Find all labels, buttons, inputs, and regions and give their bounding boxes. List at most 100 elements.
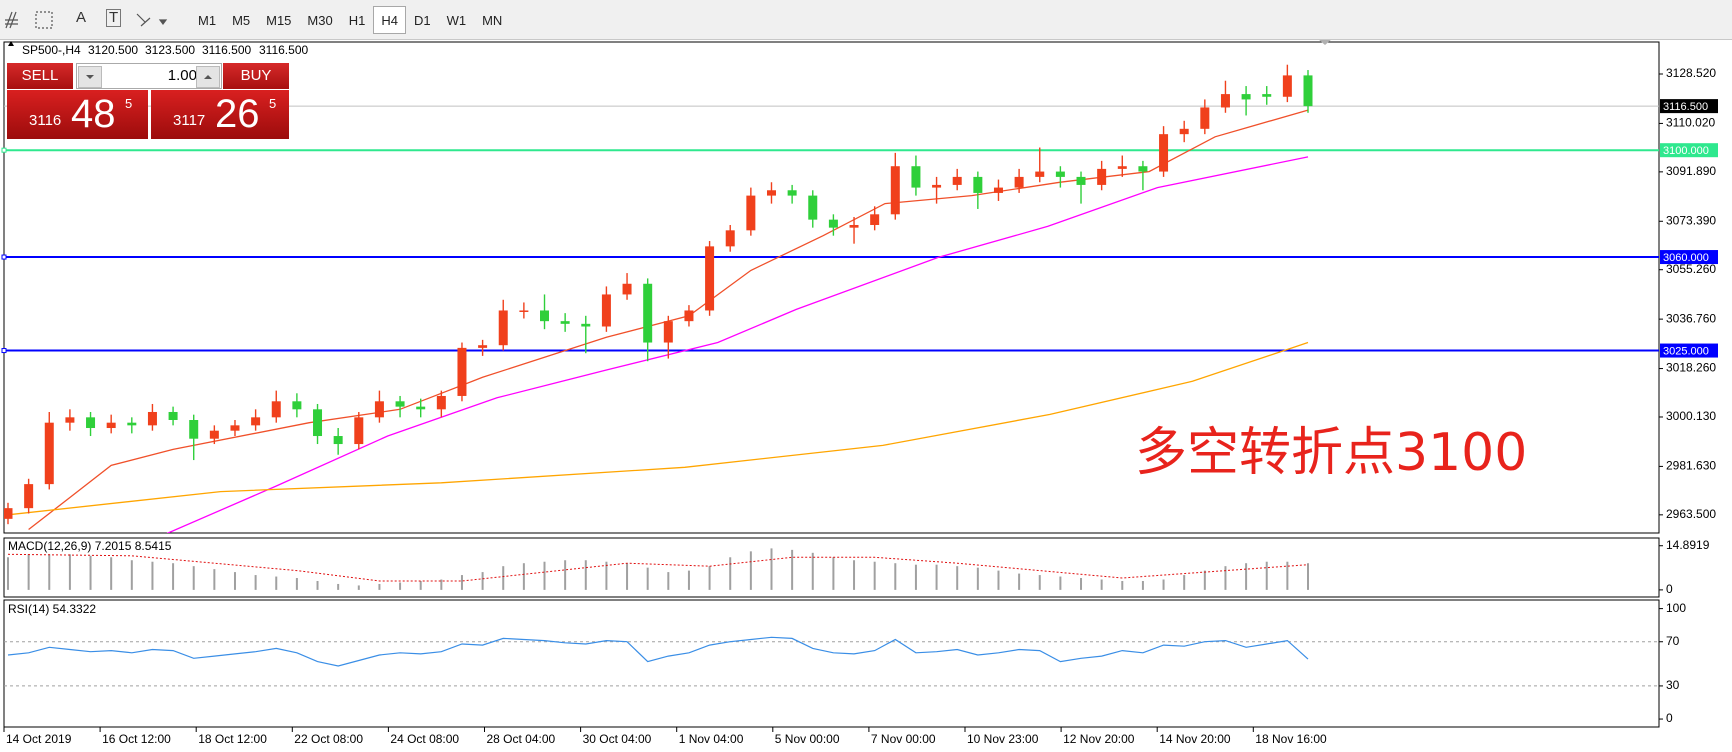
line-handle: [1, 348, 7, 354]
timeframe-button[interactable]: H4: [373, 6, 406, 34]
y-tick-label: 2981.630: [1666, 459, 1716, 473]
candle-body: [44, 422, 54, 485]
x-tick-label: 16 Oct 12:00: [102, 732, 171, 746]
candle-body: [787, 190, 797, 196]
timeframes: M1 M5 M15 M30 H1 H4 D1 W1 MN: [190, 6, 510, 34]
symbol-title: SP500-,H4: [22, 43, 81, 57]
timeframe-button[interactable]: M15: [266, 13, 292, 28]
ask-main: 26: [215, 92, 260, 136]
timeframe-button[interactable]: M1: [198, 13, 217, 28]
y-tick-label: 3018.260: [1666, 361, 1716, 375]
candle-body: [86, 417, 96, 429]
candle-body: [932, 184, 942, 188]
candle-body: [519, 310, 529, 312]
candle-body: [1220, 94, 1230, 108]
y-tick-label: 3091.890: [1666, 164, 1716, 178]
rsi-line: [7, 636, 1309, 667]
collapse-arrow: [8, 41, 14, 46]
timeframe-button[interactable]: M5: [232, 13, 251, 28]
y-tick-label: 14.8919: [1666, 538, 1710, 552]
sell-button[interactable]: SELL: [7, 63, 73, 89]
volume-down[interactable]: [78, 66, 102, 88]
price-label: 3025.000: [1663, 345, 1709, 357]
candle-body: [993, 187, 1003, 193]
candle-body: [271, 401, 281, 418]
candle-body: [4, 508, 13, 519]
header-value: 3116.500: [259, 43, 308, 57]
candle-body: [1014, 176, 1024, 188]
candle-body: [106, 422, 116, 429]
shift-marker: [1319, 40, 1331, 45]
candle-body: [436, 395, 446, 410]
x-tick-label: 12 Nov 20:00: [1063, 732, 1135, 746]
timeframe-button[interactable]: H1: [348, 13, 366, 28]
y-tick-label: 2963.500: [1666, 507, 1716, 521]
volume-up[interactable]: [196, 66, 220, 88]
candle-body: [498, 310, 508, 346]
x-tick-label: 28 Oct 04:00: [487, 732, 556, 746]
candle-body: [478, 345, 488, 348]
y-tick-label: 30: [1666, 678, 1680, 692]
current-price-box: [1660, 99, 1718, 114]
candle-body: [127, 422, 137, 426]
toolbar-icons: [5, 11, 168, 29]
candle-body: [1117, 166, 1127, 169]
candle-body: [1303, 75, 1313, 107]
tool-text[interactable]: A: [76, 9, 87, 26]
bid-small: 5: [125, 96, 133, 111]
candle-body: [251, 417, 261, 426]
buy-button[interactable]: BUY: [223, 63, 289, 89]
y-tick-label: 0: [1666, 582, 1673, 596]
ask-price[interactable]: 3117 26 5: [151, 90, 289, 139]
candle-body: [313, 409, 323, 437]
x-tick-label: 30 Oct 04:00: [583, 732, 652, 746]
candle-body: [911, 166, 921, 188]
candle-body: [828, 219, 838, 228]
timeframe-button[interactable]: MN: [482, 13, 503, 28]
current-price-label: 3116.500: [1663, 101, 1708, 113]
timeframe-button[interactable]: W1: [446, 13, 467, 28]
annotation: 多空转折点3100: [1135, 423, 1528, 483]
candle-body: [1179, 128, 1189, 135]
moving-average: [7, 341, 1309, 516]
candle-body: [766, 190, 776, 196]
candle-body: [292, 401, 302, 410]
x-tick-label: 18 Oct 12:00: [198, 732, 267, 746]
candle-body: [1200, 107, 1210, 129]
candle-body: [1241, 94, 1251, 100]
x-tick-label: 10 Nov 23:00: [967, 732, 1039, 746]
macd-title: MACD(12,26,9) 7.2015 8.5415: [8, 539, 172, 553]
candle-body: [457, 347, 467, 396]
y-tick-label: 100: [1666, 601, 1686, 615]
y-tick-label: 3110.020: [1666, 116, 1715, 130]
candle-body: [395, 401, 405, 407]
rsi-panel: [3, 599, 1660, 728]
x-tick-label: 18 Nov 16:00: [1255, 732, 1327, 746]
bid-price[interactable]: 3116 48 5: [7, 90, 148, 139]
candle-body: [890, 166, 900, 215]
y-tick-label: 3073.390: [1666, 213, 1716, 227]
candle-body: [581, 323, 591, 327]
y-tick-label: 3036.760: [1666, 311, 1716, 325]
candle-body: [333, 436, 343, 445]
timeframe-button[interactable]: D1: [413, 13, 431, 28]
main-plot: [4, 64, 1659, 533]
candle-body: [168, 411, 178, 421]
ask-big: 3117: [173, 112, 206, 129]
price-label-box: [1660, 143, 1718, 158]
toolbar: A T M1 M5 M15 M30 H1 H4 D1 W1 MN: [0, 0, 1732, 40]
macd-signal: [7, 553, 1309, 582]
price-label-box: [1660, 343, 1718, 358]
price-label-box: [1660, 250, 1718, 265]
candle-body: [870, 214, 880, 225]
bid-big: 3116: [29, 112, 62, 129]
candle-body: [1282, 75, 1292, 97]
tool-label[interactable]: T: [106, 9, 122, 27]
timeframe-button[interactable]: M30: [307, 13, 333, 28]
candle-body: [147, 411, 157, 426]
volume-value[interactable]: 1.00: [167, 67, 197, 84]
candle-body: [560, 321, 570, 324]
candle-body: [1035, 171, 1045, 177]
